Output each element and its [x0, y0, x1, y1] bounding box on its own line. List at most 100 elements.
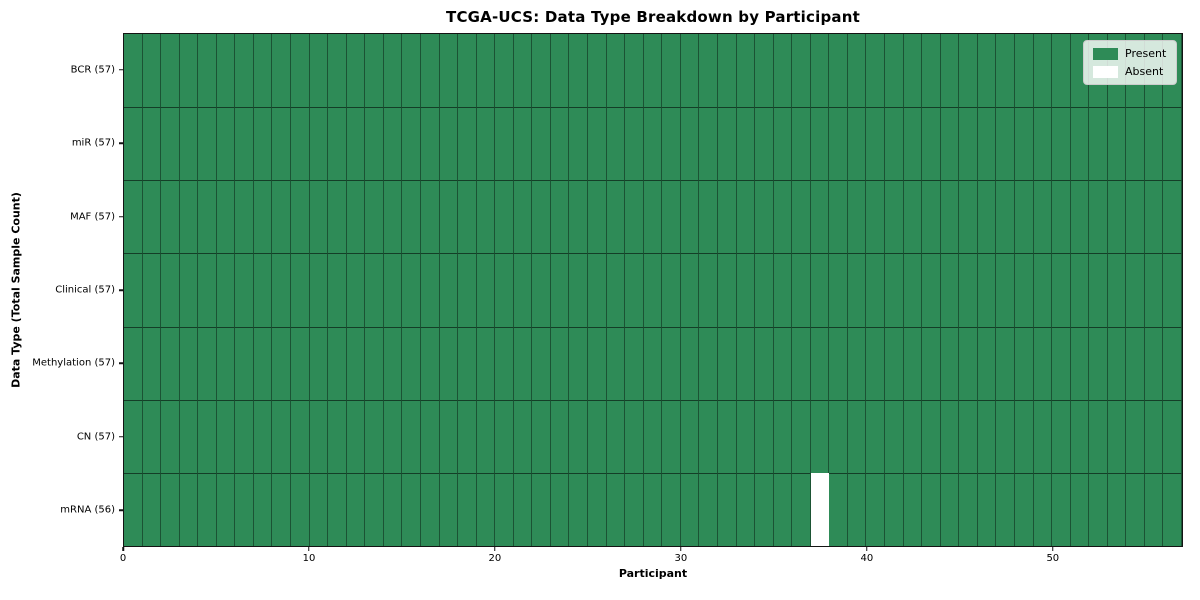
heatmap-cell: [1014, 326, 1034, 400]
heatmap-cell: [588, 107, 607, 181]
heatmap-cell: [513, 472, 533, 546]
y-tick-label: CN (57): [76, 431, 115, 443]
heatmap-cell: [810, 180, 830, 254]
heatmap-cell: [550, 34, 570, 108]
heatmap-cell: [383, 107, 403, 181]
heatmap-cell: [1033, 399, 1053, 473]
heatmap-cell: [179, 180, 199, 254]
y-tick-label: mRNA (56): [60, 504, 115, 516]
heatmap-cell: [977, 399, 997, 473]
heatmap-cell: [922, 34, 941, 108]
heatmap-cell: [253, 107, 273, 181]
heatmap-cell: [550, 107, 570, 181]
heatmap-cell: [1144, 107, 1164, 181]
x-tick: [1052, 547, 1054, 551]
x-tick: [866, 547, 868, 551]
heatmap-cell: [476, 107, 496, 181]
heatmap-cell: [922, 253, 941, 327]
heatmap-cell: [179, 34, 199, 108]
heatmap-cell: [588, 180, 607, 254]
heatmap-cell: [272, 253, 292, 327]
heatmap-cell: [829, 34, 848, 108]
heatmap-cell: [439, 399, 459, 473]
heatmap-cell: [847, 326, 867, 400]
heatmap-cell: [328, 180, 347, 254]
y-tick: [119, 142, 123, 144]
heatmap-cell: [402, 472, 421, 546]
heatmap-cell: [420, 399, 440, 473]
heatmap-cell: [625, 472, 644, 546]
heatmap-cell: [1033, 472, 1053, 546]
heatmap-cell: [847, 180, 867, 254]
heatmap-cell: [383, 326, 403, 400]
heatmap-cell: [625, 253, 644, 327]
heatmap-cell: [1070, 472, 1090, 546]
heatmap-cell: [439, 107, 459, 181]
heatmap-cell: [829, 472, 848, 546]
heatmap-cell: [420, 253, 440, 327]
heatmap-cell: [383, 180, 403, 254]
heatmap-cell: [216, 107, 236, 181]
heatmap-cell: [903, 326, 923, 400]
heatmap-cell: [1070, 253, 1090, 327]
heatmap-cell: [1107, 107, 1127, 181]
heatmap-cell: [291, 326, 310, 400]
heatmap-cell: [1033, 326, 1053, 400]
legend-entry-present: Present: [1093, 47, 1167, 60]
heatmap-cell: [959, 326, 978, 400]
heatmap-cell: [606, 399, 626, 473]
heatmap-cell: [717, 253, 737, 327]
heatmap-cell: [476, 399, 496, 473]
heatmap-cell: [216, 326, 236, 400]
heatmap-cell: [922, 180, 941, 254]
heatmap-cell: [476, 180, 496, 254]
heatmap-cell: [253, 34, 273, 108]
heatmap-cell: [866, 180, 886, 254]
heatmap-cell: [365, 253, 384, 327]
heatmap-cell: [643, 107, 663, 181]
heatmap-cell: [1126, 107, 1145, 181]
heatmap-cell: [309, 399, 329, 473]
heatmap-cell: [773, 253, 793, 327]
heatmap-cell: [792, 399, 811, 473]
heatmap-cell: [439, 34, 459, 108]
heatmap-cell: [717, 34, 737, 108]
heatmap-cell: [1089, 472, 1108, 546]
y-tick-label: Clinical (57): [55, 284, 115, 296]
heatmap-cell: [1052, 180, 1071, 254]
heatmap-cell: [959, 180, 978, 254]
x-tick-label: 20: [488, 553, 502, 564]
heatmap-cell: [885, 180, 904, 254]
heatmap-cell: [569, 180, 589, 254]
heatmap-cell: [198, 180, 217, 254]
heatmap-cell: [402, 253, 421, 327]
heatmap-cell: [866, 399, 886, 473]
heatmap-cell: [643, 180, 663, 254]
heatmap-cell: [736, 399, 756, 473]
heatmap-cell: [550, 472, 570, 546]
heatmap-cell: [1052, 253, 1071, 327]
heatmap-cell: [1070, 399, 1090, 473]
heatmap-cell: [402, 180, 421, 254]
heatmap-cell: [717, 107, 737, 181]
heatmap-cell: [420, 472, 440, 546]
heatmap-cell: [328, 399, 347, 473]
heatmap-cell: [1052, 472, 1071, 546]
heatmap-cell: [235, 326, 254, 400]
heatmap-cell: [736, 472, 756, 546]
heatmap-cell: [903, 399, 923, 473]
heatmap-cell: [662, 472, 681, 546]
heatmap-cell: [977, 253, 997, 327]
heatmap-cell: [253, 253, 273, 327]
heatmap-cell: [680, 107, 700, 181]
heatmap-cell: [662, 253, 681, 327]
heatmap-cell: [532, 472, 551, 546]
heatmap-cell: [346, 399, 366, 473]
heatmap-cell: [272, 472, 292, 546]
heatmap-cell: [253, 180, 273, 254]
heatmap-cell: [699, 107, 718, 181]
heatmap-cell: [1089, 399, 1108, 473]
heatmap-cell: [420, 326, 440, 400]
heatmap-cell: [847, 253, 867, 327]
heatmap-cell: [588, 34, 607, 108]
